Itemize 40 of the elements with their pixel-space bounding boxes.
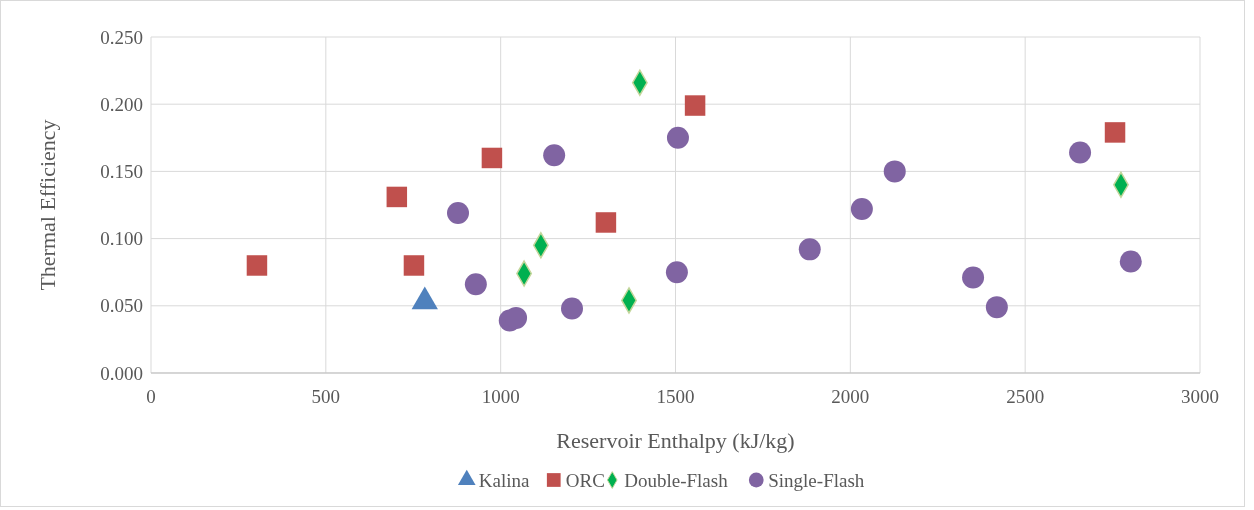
x-tick-label: 1500	[656, 386, 695, 407]
point	[543, 144, 566, 167]
point	[505, 306, 528, 329]
legend-label: Double-Flash	[624, 469, 729, 491]
point	[798, 238, 821, 261]
legend-label: Kalina	[478, 469, 530, 491]
point	[883, 160, 906, 183]
point	[595, 212, 617, 233]
y-tick-label: 0.100	[100, 228, 143, 250]
point	[850, 198, 873, 221]
point	[1104, 122, 1126, 143]
x-tick-label: 2000	[831, 386, 870, 407]
point	[561, 297, 583, 320]
y-tick-label: 0.250	[100, 26, 143, 48]
point	[246, 255, 268, 276]
x-tick-label: 0	[146, 386, 156, 407]
x-tick-label: 2500	[1006, 386, 1045, 407]
point	[403, 255, 425, 276]
x-tick-label: 3000	[1181, 386, 1219, 407]
x-axis-title: Reservoir Enthalpy (kJ/kg)	[556, 428, 795, 453]
legend-label: Single-Flash	[768, 469, 865, 491]
point	[464, 273, 487, 296]
point	[665, 261, 688, 284]
point	[447, 202, 470, 225]
x-tick-label: 500	[311, 386, 341, 407]
y-tick-label: 0.200	[100, 93, 143, 115]
legend-label: ORC	[565, 469, 605, 491]
y-tick-label: 0.050	[100, 295, 143, 317]
point	[1069, 141, 1092, 164]
point	[962, 266, 985, 289]
point	[666, 126, 689, 149]
x-tick-label: 1000	[481, 386, 520, 407]
y-tick-label: 0.000	[100, 362, 143, 384]
y-tick-label: 0.150	[100, 161, 143, 183]
y-axis-title: Thermal Efficiency	[35, 119, 60, 291]
point	[1119, 250, 1142, 273]
point	[684, 95, 706, 116]
point	[985, 296, 1008, 319]
point	[481, 147, 503, 169]
point	[386, 186, 408, 208]
